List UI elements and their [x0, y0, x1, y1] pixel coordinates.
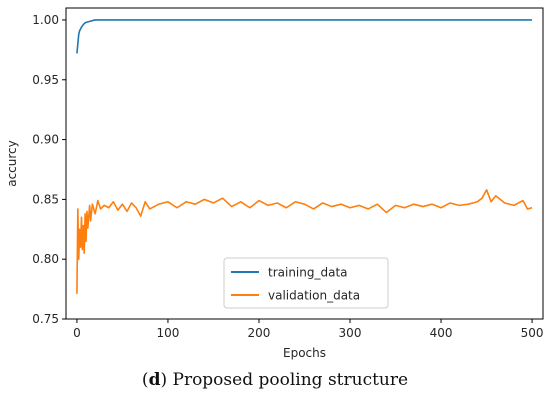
x-tick-label: 100 — [157, 326, 180, 340]
series-line-validation — [76, 189, 533, 294]
y-tick-label: 0.75 — [32, 312, 59, 326]
x-tick-label: 500 — [521, 326, 544, 340]
series-line-training — [76, 19, 533, 54]
y-tick-label: 0.80 — [32, 252, 59, 266]
accuracy-chart: 0 100 200 300 400 500 0.75 0.80 0.85 0.90 0.95 1.0… — [5, 7, 544, 360]
x-tick-label: 0 — [73, 326, 81, 340]
y-tick-label: 0.90 — [32, 133, 59, 147]
x-tick-label: 400 — [430, 326, 453, 340]
y-tick-label: 1.00 — [32, 13, 59, 27]
x-axis-label: Epochs — [283, 346, 326, 360]
legend-label-validation: validation_data — [268, 289, 360, 303]
caption-letter: d — [148, 370, 161, 390]
x-tick-label: 200 — [248, 326, 271, 340]
y-tick-label: 0.85 — [32, 192, 59, 206]
series-layer — [76, 19, 533, 294]
legend: training_data validation_data — [223, 257, 389, 309]
caption-text: Proposed pooling structure — [172, 370, 409, 390]
figure-caption: (d) Proposed pooling structure — [141, 370, 409, 390]
y-axis-ticks: 0.75 0.80 0.85 0.90 0.95 1.00 — [32, 13, 66, 326]
x-axis-ticks: 0 100 200 300 400 500 — [73, 319, 544, 340]
x-tick-label: 300 — [339, 326, 362, 340]
legend-label-training: training_data — [268, 266, 348, 280]
legend-box — [223, 257, 389, 309]
y-tick-label: 0.95 — [32, 73, 59, 87]
y-axis-label: accurcy — [5, 140, 19, 187]
